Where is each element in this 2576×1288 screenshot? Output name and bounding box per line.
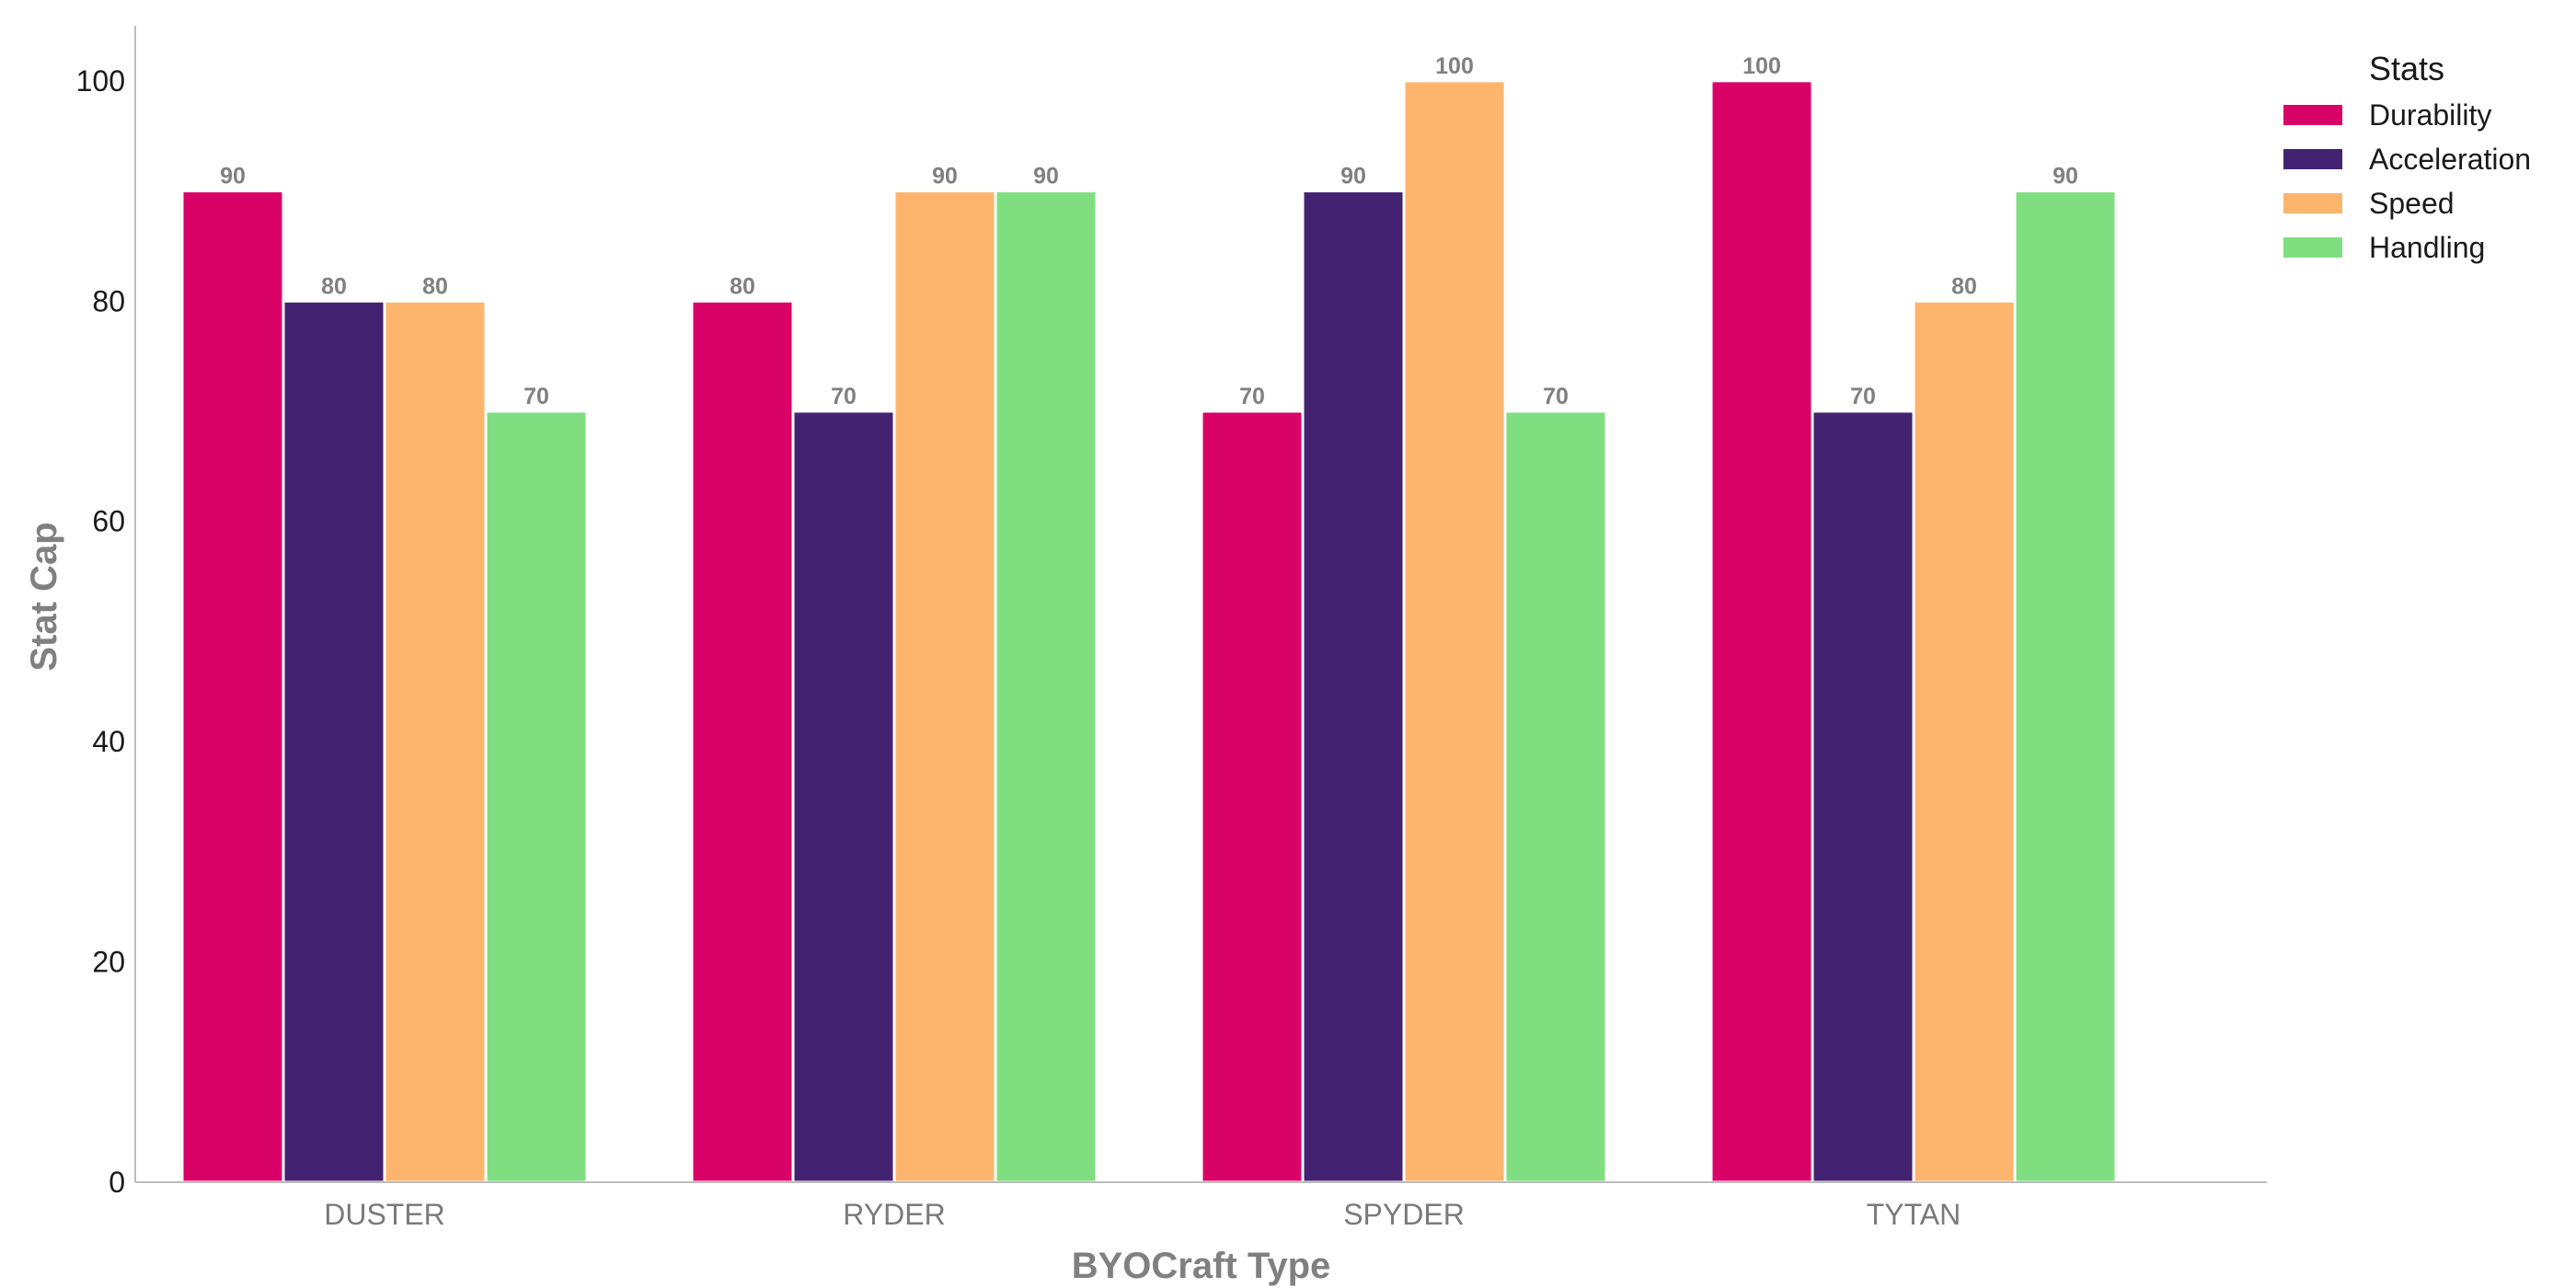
data-label: 100	[1435, 53, 1474, 79]
data-label: 90	[2053, 164, 2078, 190]
data-label: 70	[831, 384, 857, 409]
data-label: 80	[1951, 273, 1977, 299]
bar-handling-tytan	[2013, 190, 2118, 1184]
bar-acceleration-tytan	[1811, 409, 1915, 1184]
data-labels-layer: 90 80 70 100 80 70 90 70 80 90 100 80 70 90 70 90	[220, 53, 2078, 409]
data-label: 80	[422, 273, 448, 299]
y-tick-label: 100	[76, 64, 125, 98]
y-tick-label: 80	[92, 284, 125, 317]
legend-label-acceleration: Acceleration	[2369, 143, 2531, 176]
bar-speed-spyder	[1402, 79, 1507, 1184]
data-label: 100	[1742, 53, 1781, 79]
x-tick-label: SPYDER	[1343, 1198, 1465, 1231]
data-label: 70	[1850, 384, 1876, 409]
x-tick-label: RYDER	[843, 1198, 945, 1231]
legend-label-durability: Durability	[2369, 98, 2491, 132]
data-label: 90	[1340, 164, 1366, 190]
data-label: 90	[220, 164, 246, 190]
legend-swatch-speed	[2283, 193, 2342, 213]
bar-acceleration-duster	[282, 299, 386, 1184]
bar-handling-spyder	[1503, 409, 1608, 1184]
bar-durability-ryder	[690, 299, 795, 1184]
bar-speed-duster	[383, 299, 488, 1184]
y-tick-label: 40	[92, 725, 125, 758]
legend-items: Durability Acceleration Speed Handling	[2283, 98, 2531, 264]
data-label: 90	[932, 164, 958, 190]
y-tick-label: 20	[92, 946, 125, 979]
legend-label-speed: Speed	[2369, 187, 2455, 220]
legend-swatch-acceleration	[2283, 149, 2342, 169]
x-tick-label: TYTAN	[1867, 1198, 1961, 1231]
bar-handling-ryder	[994, 190, 1098, 1184]
bar-acceleration-spyder	[1301, 190, 1406, 1184]
legend-label-handling: Handling	[2369, 231, 2485, 264]
legend: Stats Durability Acceleration Speed Handlin…	[2283, 50, 2531, 264]
bar-durability-tytan	[1709, 79, 1814, 1184]
x-axis-title: BYOCraft Type	[1072, 1246, 1331, 1286]
bar-acceleration-ryder	[791, 409, 896, 1184]
data-label: 70	[523, 384, 549, 409]
data-label: 80	[321, 273, 347, 299]
y-axis-title: Stat Cap	[24, 522, 64, 671]
bar-speed-tytan	[1912, 299, 2017, 1184]
legend-swatch-durability	[2283, 105, 2342, 125]
data-label: 80	[730, 273, 755, 299]
x-tick-labels: DUSTER RYDER SPYDER TYTAN	[324, 1198, 1961, 1231]
legend-swatch-handling	[2283, 237, 2342, 258]
y-tick-label: 60	[92, 505, 125, 538]
legend-title: Stats	[2369, 50, 2444, 87]
bar-speed-ryder	[892, 190, 997, 1184]
bar-durability-duster	[180, 190, 285, 1184]
bar-handling-duster	[484, 409, 589, 1184]
data-label: 70	[1543, 384, 1569, 409]
bars-layer	[180, 79, 2118, 1184]
x-tick-label: DUSTER	[324, 1198, 445, 1231]
y-tick-labels: 0 20 40 60 80 100	[76, 64, 125, 1199]
data-label: 70	[1239, 384, 1265, 409]
bar-durability-spyder	[1200, 409, 1305, 1184]
y-tick-label: 0	[109, 1166, 125, 1199]
data-label: 90	[1033, 164, 1059, 190]
